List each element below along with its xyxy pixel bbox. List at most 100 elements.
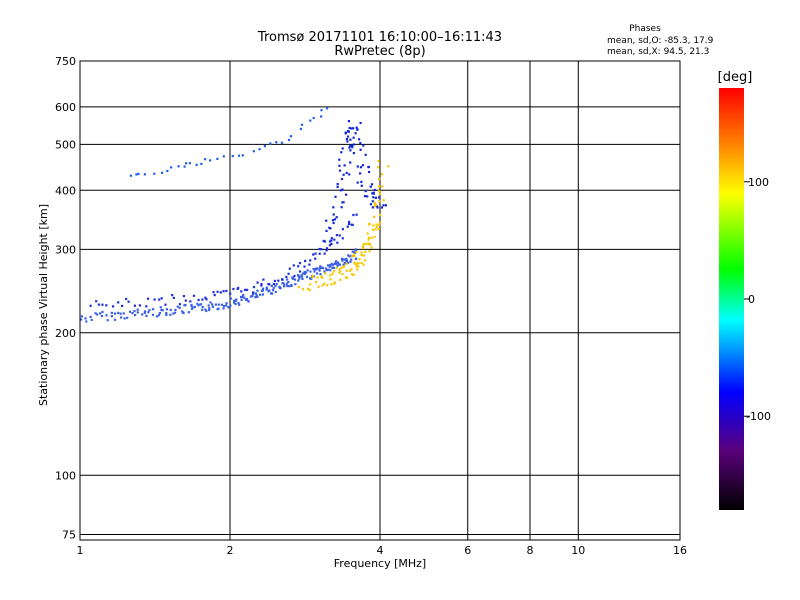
o-trace-upper-point: [192, 294, 196, 297]
o-trace-lower-point: [182, 311, 185, 314]
o-trace-upper-point: [273, 279, 276, 282]
x-trace-point: [315, 280, 318, 284]
x-trace-point: [348, 269, 352, 272]
o-upper-branch-point: [320, 115, 323, 118]
o-trace-upper-point: [145, 305, 148, 308]
o-cusp-point: [356, 128, 359, 131]
x-trace-point: [377, 185, 381, 188]
o-trace-lower-point: [85, 320, 88, 323]
o-trace-lower-point: [345, 257, 348, 260]
o-trace-upper-point: [171, 294, 174, 297]
o-upper-branch-point: [309, 119, 312, 122]
o-trace-upper-point: [348, 220, 351, 223]
o-trace-lower-point: [196, 302, 199, 305]
o-cusp-point: [331, 219, 335, 222]
o-upper-branch-point: [300, 123, 304, 126]
o-trace-lower-point: [205, 309, 208, 313]
o-trace-upper-point: [127, 300, 130, 303]
o-trace-lower-point: [155, 315, 159, 318]
x-trace-point: [338, 271, 341, 274]
o-trace-upper-point: [225, 289, 228, 292]
x-trace-point: [345, 262, 348, 265]
o-trace-lower-point: [327, 264, 330, 267]
x-trace-point: [382, 199, 385, 202]
o-cusp-point: [340, 206, 343, 209]
o-trace-lower-point: [134, 314, 137, 317]
o-cusp-point: [346, 135, 350, 138]
o-trace-lower-point: [100, 314, 104, 318]
o-trace-upper-point: [213, 294, 216, 297]
phase-heading: Phases: [629, 24, 661, 34]
o-cusp-point: [347, 130, 350, 133]
o-upper-branch-point: [143, 173, 146, 176]
o-trace-lower-point: [275, 282, 278, 286]
o-trace-lower-point: [309, 270, 312, 273]
o-cusp-point: [332, 206, 335, 209]
o-trace-lower-point: [174, 311, 177, 314]
x-trace-point: [360, 251, 363, 254]
o-trace-upper-point: [293, 274, 296, 278]
o-cusp-point: [336, 183, 339, 186]
o-upper-branch-point: [135, 173, 138, 176]
o-cusp-point: [345, 171, 348, 175]
x-trace-point: [321, 276, 324, 279]
o-trace-lower-point: [272, 287, 275, 290]
plot-frame: [79, 60, 681, 541]
x-trace-point: [364, 250, 367, 253]
x-trace-point: [374, 203, 377, 207]
o-trace-upper-point: [350, 223, 353, 226]
o-trace-lower-point: [89, 315, 92, 318]
o-trace-lower-point: [106, 319, 109, 322]
o-trace-lower-point: [143, 310, 147, 313]
x-trace-point: [378, 190, 381, 193]
o-trace-lower-point: [274, 290, 277, 294]
o-trace-lower-point: [335, 260, 338, 263]
o-cusp-point: [341, 147, 344, 150]
o-trace-lower-point: [348, 255, 351, 258]
x-trace-point: [316, 276, 319, 279]
x-trace-point: [354, 263, 357, 266]
o-trace-upper-point: [277, 279, 280, 282]
x-trace-point: [335, 267, 338, 270]
o-trace-upper-point: [335, 234, 338, 237]
o-cusp-point: [342, 201, 345, 204]
x-trace-point: [345, 269, 348, 272]
o-trace-lower-point: [353, 250, 356, 253]
o-trace-lower-point: [242, 293, 245, 297]
o-upper-branch-point: [129, 174, 132, 177]
x-tick-label: 1: [77, 544, 84, 557]
o-trace-upper-point: [160, 297, 163, 300]
o-upper-branch-point: [222, 155, 225, 158]
o-trace-lower-point: [191, 307, 194, 310]
o-cusp-point: [355, 126, 358, 129]
o-trace-lower-point: [246, 299, 249, 302]
o-trace-lower-point: [235, 298, 238, 301]
o-trace-lower-point: [110, 315, 113, 318]
o-upper-branch-point: [312, 116, 315, 120]
o-trace-upper-point: [314, 252, 317, 255]
o-cusp-point: [369, 185, 372, 188]
o-trace-upper-point: [184, 299, 187, 302]
o-cusp-point: [338, 169, 342, 172]
o-trace-lower-point: [319, 265, 322, 268]
phase-o-stats: mean, sd,O: -85.3, 17.9: [607, 36, 714, 46]
o-trace-lower-point: [165, 313, 168, 316]
o-trace-upper-point: [252, 291, 255, 294]
o-trace-upper-point: [312, 253, 315, 256]
o-trace-lower-point: [217, 307, 220, 310]
o-upper-branch-point: [326, 107, 329, 110]
y-axis: 75 100 200 300 400 500 600 750: [55, 55, 76, 541]
o-trace-lower-point: [331, 266, 334, 269]
x-trace-point: [362, 254, 365, 257]
o-upper-branch-point: [299, 127, 302, 131]
x-trace-point: [340, 266, 343, 269]
o-trace-upper-point: [252, 286, 256, 289]
o-cusp-point: [371, 206, 374, 209]
o-trace-upper-point: [346, 225, 349, 228]
o-trace-lower-point: [265, 287, 268, 290]
o-trace-upper-point: [260, 283, 263, 286]
o-trace-lower-point: [256, 289, 259, 292]
o-trace-lower-point: [342, 263, 345, 266]
o-trace-lower-point: [160, 309, 163, 312]
o-trace-lower-point: [123, 317, 126, 320]
